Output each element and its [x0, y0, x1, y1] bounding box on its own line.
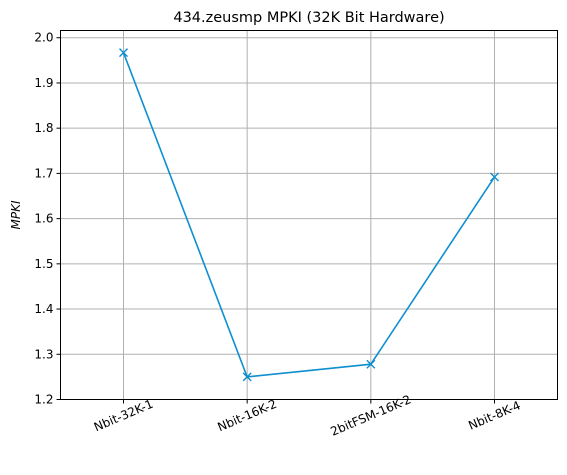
data-point-stroke [119, 48, 128, 58]
plot-frame [60, 30, 558, 400]
y-axis: 1.2 1.3 1.4 1.5 1.6 1.7 1.8 1.9 2.0 [34, 31, 61, 407]
y-axis-label: MPKI [9, 200, 23, 229]
data-point [242, 372, 252, 382]
y-tick-label: 1.5 [34, 257, 53, 271]
data-point-stroke [490, 172, 499, 182]
data-point-stroke [366, 359, 376, 369]
data-point [366, 359, 376, 369]
y-tick-label: 1.7 [34, 166, 53, 180]
grid [60, 30, 558, 400]
data-point [119, 48, 128, 58]
data-point-stroke [242, 372, 252, 382]
y-tick-label: 1.8 [34, 121, 53, 135]
series-layer [119, 48, 499, 382]
y-tick-label: 1.3 [34, 347, 53, 361]
y-tick-label: 1.2 [34, 393, 53, 407]
data-point [490, 172, 499, 182]
chart-title: 434.zeusmp MPKI (32K Bit Hardware) [173, 10, 444, 26]
y-tick-label: 1.6 [34, 212, 53, 226]
y-tick-label: 2.0 [34, 31, 53, 45]
y-tick-label: 1.4 [34, 302, 53, 316]
y-tick-label: 1.9 [34, 76, 53, 90]
series-line [122, 52, 496, 378]
